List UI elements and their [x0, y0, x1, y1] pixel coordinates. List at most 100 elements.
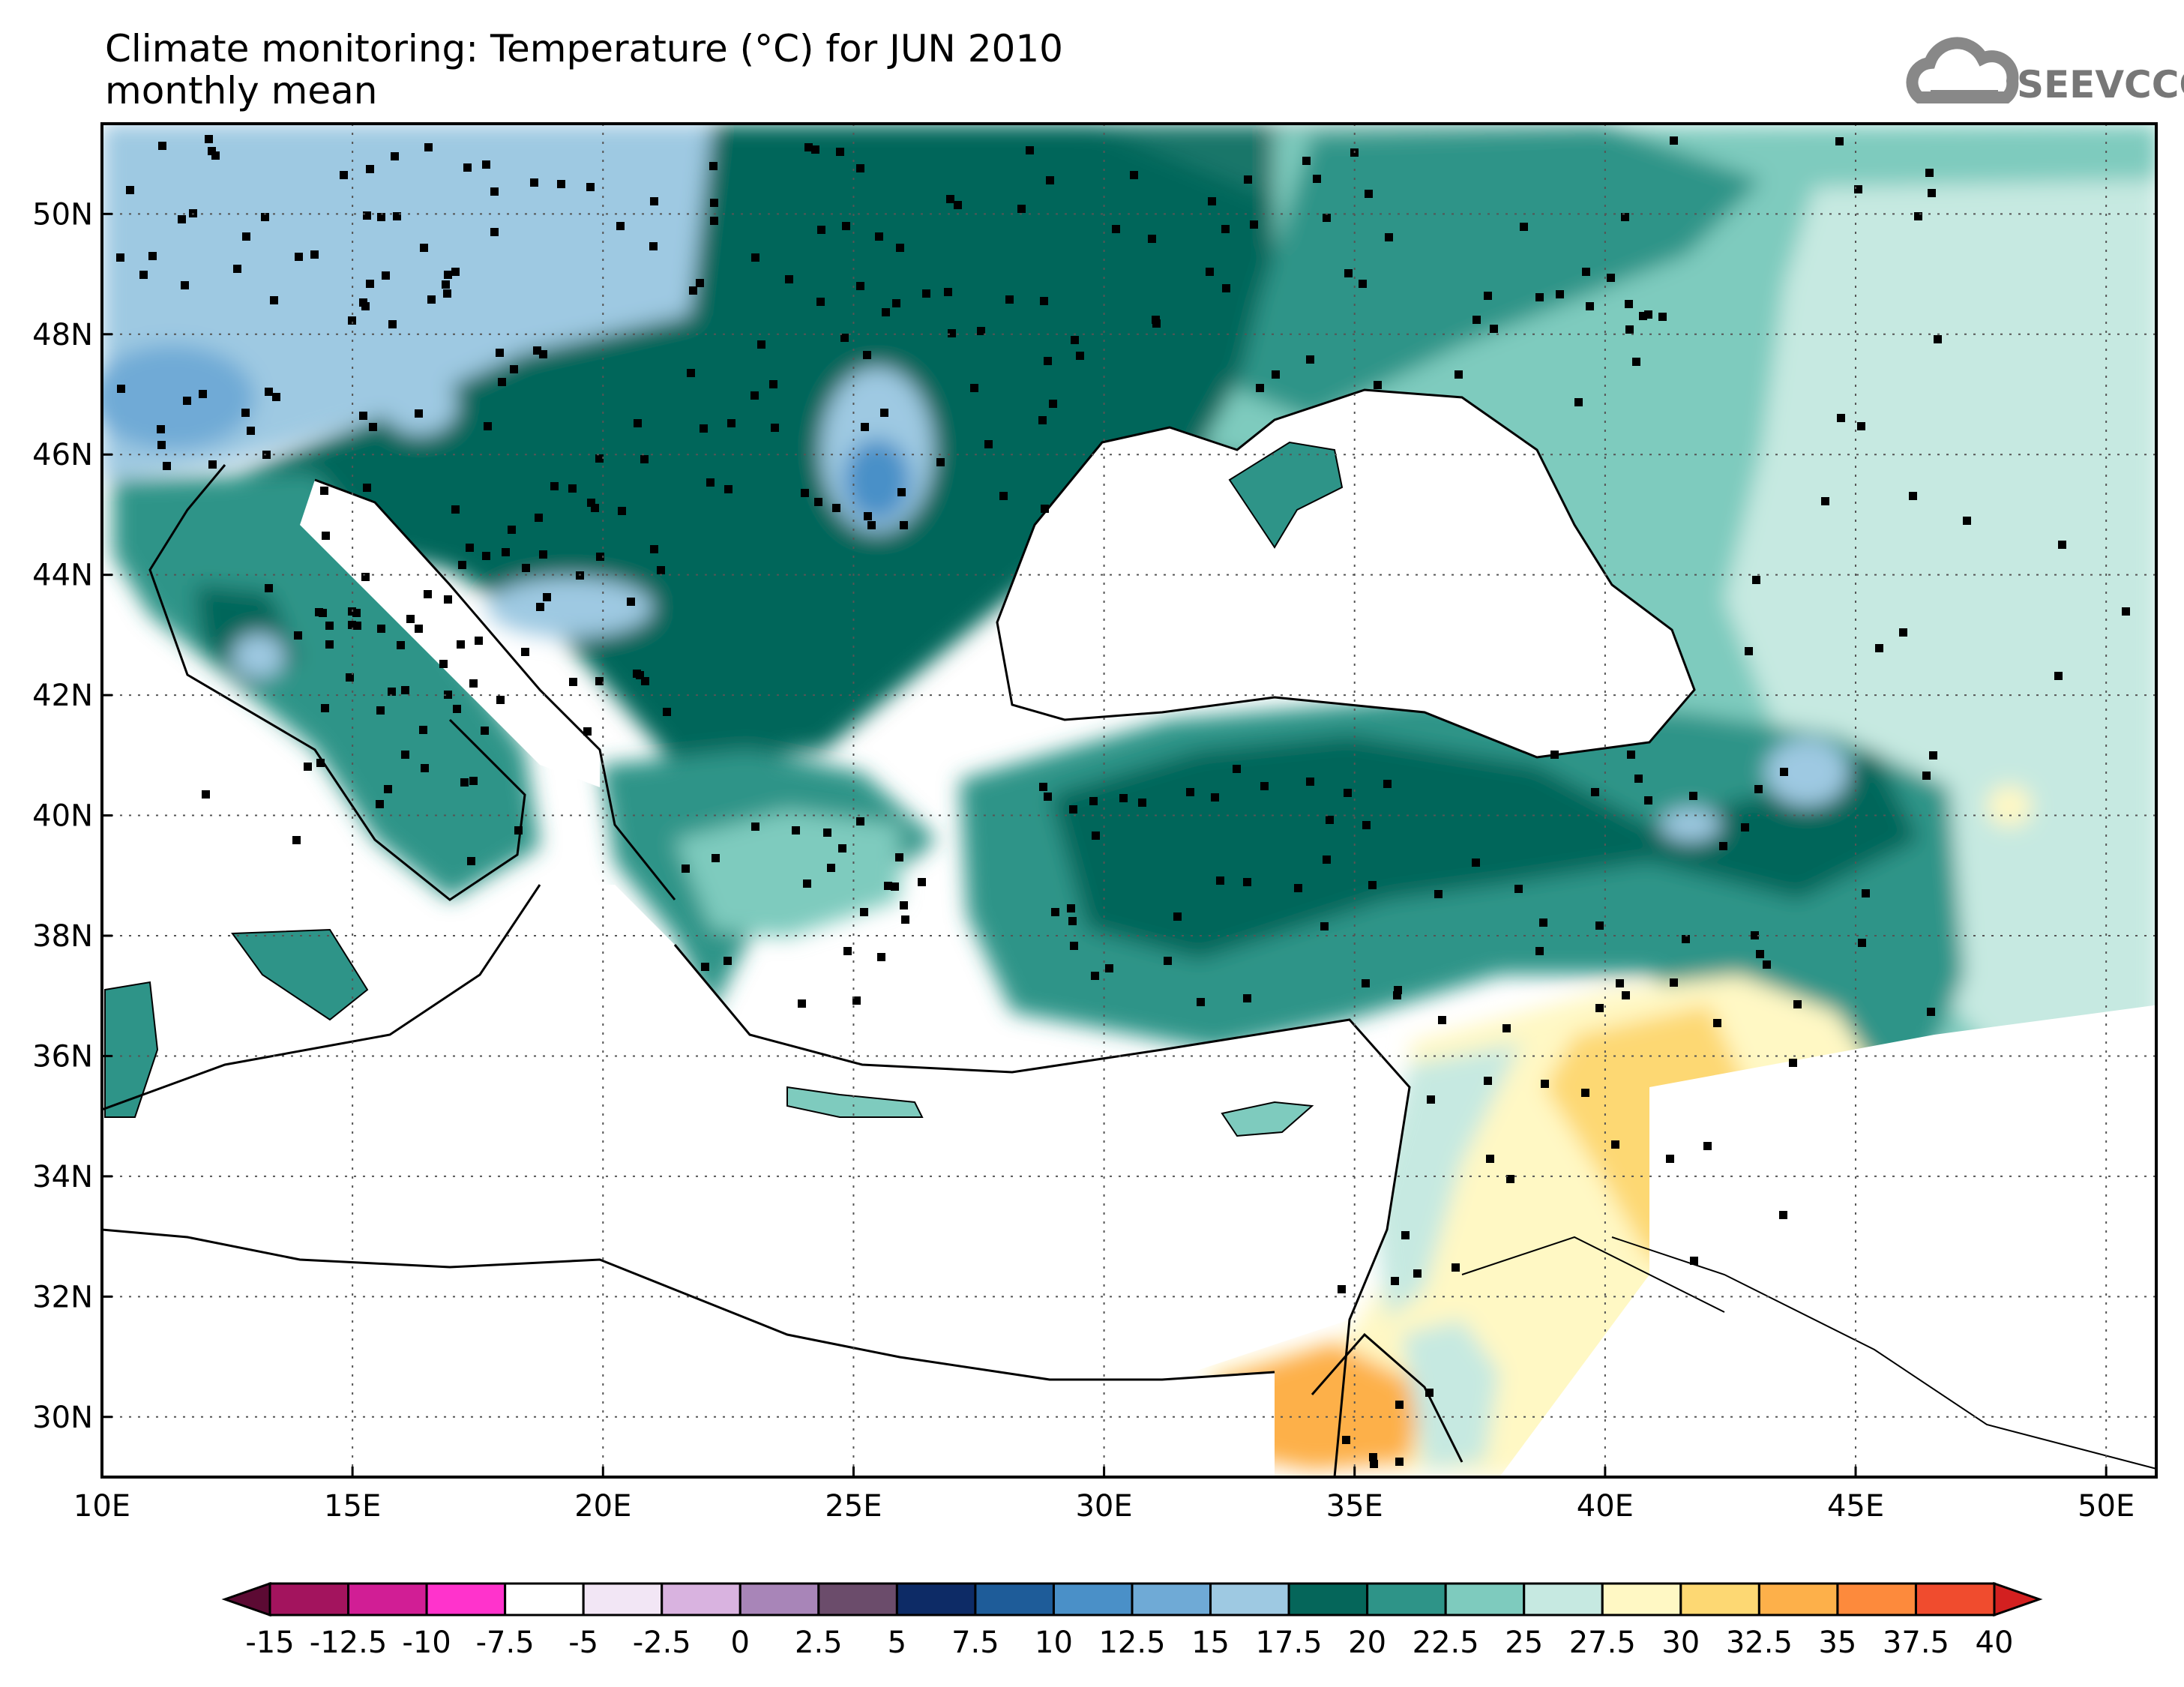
station-marker: [641, 677, 649, 685]
station-marker: [348, 316, 356, 325]
station-marker: [863, 351, 871, 359]
colorbar-label: -15: [245, 1626, 294, 1660]
station-marker: [1221, 225, 1230, 233]
station-marker: [1323, 214, 1331, 222]
station-marker: [294, 631, 302, 640]
station-marker: [1506, 1175, 1514, 1183]
station-marker: [1963, 517, 1971, 525]
station-marker: [1092, 832, 1100, 840]
colorbar-box: [1366, 1582, 1447, 1617]
station-marker: [568, 484, 577, 493]
station-marker: [724, 485, 732, 493]
station-marker: [366, 165, 374, 173]
station-marker: [970, 384, 978, 392]
colorbar-label: 32.5: [1726, 1626, 1793, 1660]
station-marker: [444, 271, 452, 279]
station-marker: [1581, 1089, 1589, 1097]
colorbar-label: -7.5: [476, 1626, 535, 1660]
station-marker: [880, 409, 888, 417]
x-tick-label: 45E: [1827, 1489, 1884, 1524]
colorbar-label: -12.5: [310, 1626, 388, 1660]
station-marker: [1320, 922, 1329, 930]
station-marker: [272, 393, 280, 401]
station-marker: [946, 195, 954, 203]
station-marker: [1049, 400, 1057, 408]
station-marker: [536, 603, 544, 611]
x-tick-label: 25E: [825, 1489, 882, 1524]
station-marker: [2054, 672, 2063, 680]
station-marker: [700, 424, 708, 433]
station-marker: [595, 677, 604, 685]
station-marker: [388, 688, 396, 696]
station-marker: [814, 498, 822, 506]
x-tick-label: 15E: [324, 1489, 381, 1524]
station-marker: [1250, 220, 1258, 229]
station-marker: [1393, 991, 1401, 999]
station-marker: [827, 864, 835, 872]
station-marker: [1148, 235, 1156, 243]
station-marker: [1152, 316, 1160, 324]
station-marker: [1862, 889, 1870, 897]
station-marker: [1394, 986, 1402, 994]
station-marker: [427, 295, 436, 304]
y-tick-label: 48N: [32, 318, 93, 352]
station-marker: [583, 727, 592, 736]
station-marker: [1472, 858, 1480, 867]
station-marker: [1779, 1211, 1787, 1219]
station-marker: [1338, 1285, 1346, 1293]
station-marker: [709, 162, 718, 170]
y-tick-label: 38N: [32, 919, 93, 954]
station-marker: [484, 422, 492, 430]
station-marker: [322, 532, 330, 540]
map-frame: [100, 122, 2158, 1479]
x-tick-label: 10E: [73, 1489, 130, 1524]
station-marker: [1514, 885, 1523, 893]
station-marker: [877, 953, 885, 961]
station-marker: [1071, 336, 1079, 344]
station-marker: [710, 217, 718, 225]
station-marker: [1434, 890, 1443, 898]
station-marker: [1682, 935, 1690, 943]
station-marker: [1858, 939, 1866, 947]
station-marker: [1595, 921, 1604, 930]
station-marker: [1535, 293, 1544, 301]
station-marker: [1385, 233, 1393, 241]
station-marker: [292, 836, 301, 844]
colorbar-label: 0: [731, 1626, 750, 1660]
station-marker: [900, 901, 908, 909]
station-marker: [1574, 398, 1583, 406]
station-marker: [657, 566, 665, 574]
station-marker: [211, 151, 220, 160]
station-marker: [867, 521, 876, 529]
station-marker: [1854, 185, 1862, 193]
station-marker: [650, 545, 658, 553]
station-marker: [712, 854, 720, 862]
station-marker: [361, 573, 370, 581]
station-marker: [1550, 751, 1559, 759]
station-marker: [1793, 1000, 1802, 1008]
station-marker: [757, 340, 765, 349]
station-marker: [444, 691, 452, 699]
station-marker: [1780, 768, 1788, 776]
station-marker: [977, 327, 985, 335]
station-marker: [550, 482, 559, 490]
station-marker: [591, 504, 599, 512]
station-marker: [1256, 384, 1264, 392]
station-marker: [1211, 793, 1219, 802]
station-marker: [451, 505, 460, 514]
station-marker: [861, 423, 869, 431]
station-marker: [421, 764, 429, 772]
chart-title: Climate monitoring: Temperature (°C) for…: [105, 27, 1063, 70]
station-marker: [1243, 994, 1251, 1002]
station-marker: [384, 785, 392, 793]
colorbar-box: [1444, 1582, 1526, 1617]
station-marker: [1502, 1024, 1511, 1032]
station-marker: [627, 598, 635, 606]
station-marker: [1344, 269, 1353, 277]
colorbar-label: 37.5: [1883, 1626, 1949, 1660]
y-tick-label: 30N: [32, 1401, 93, 1435]
station-marker: [1138, 799, 1146, 807]
station-marker: [363, 484, 371, 492]
station-marker: [710, 199, 718, 207]
chart-subtitle: monthly mean: [105, 69, 377, 112]
